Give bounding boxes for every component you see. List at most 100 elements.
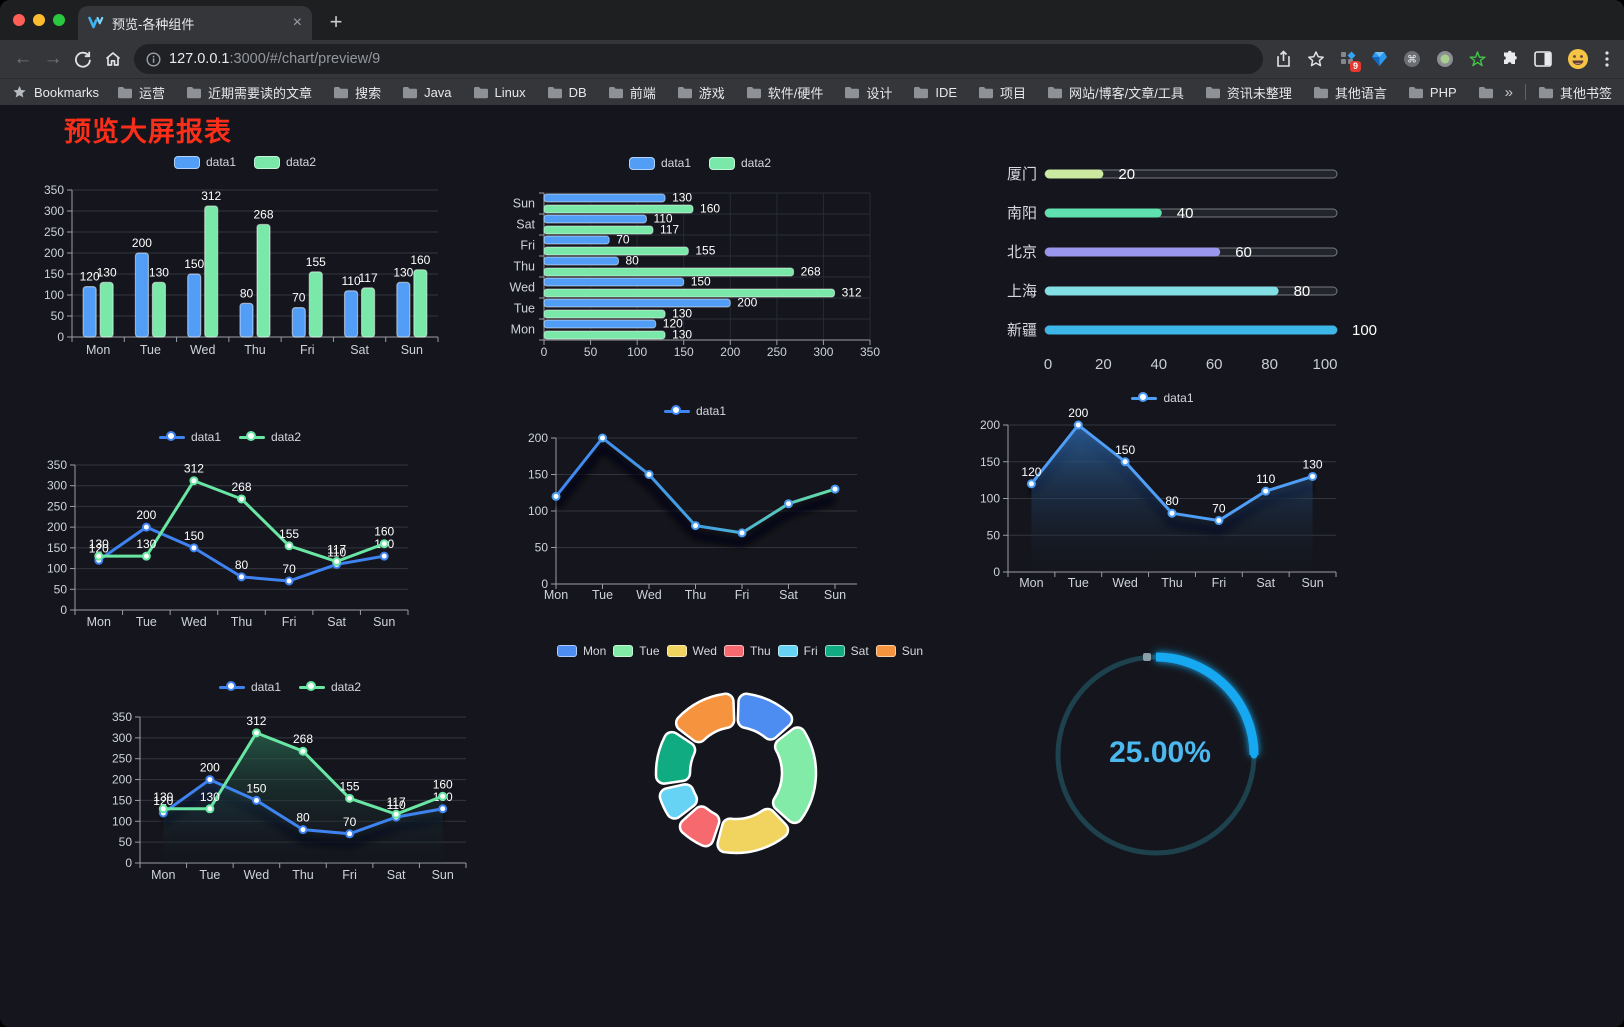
legend-item[interactable]: Fri [777,644,818,658]
bookmark-folder[interactable]: 运营 [117,83,165,102]
extension-star-icon[interactable] [1469,50,1486,68]
browser-tab[interactable]: 预览-各种组件 × [78,6,312,40]
legend-item[interactable]: data2 [709,156,771,170]
reload-icon[interactable] [68,50,98,68]
new-tab-button[interactable]: + [329,9,343,34]
gauge-value-label: 25.00% [1109,736,1211,769]
svg-text:117: 117 [660,223,679,237]
share-icon[interactable] [1275,50,1292,68]
legend-item[interactable]: data2 [299,680,361,694]
svg-text:160: 160 [410,253,430,267]
minimize-window-button[interactable] [33,14,45,26]
bookmark-folder[interactable]: PHP [1408,85,1457,100]
close-window-button[interactable] [13,14,25,26]
svg-text:300: 300 [47,479,67,493]
bookmark-folder[interactable]: Java [402,85,452,100]
svg-text:130: 130 [672,191,692,205]
legend-item[interactable]: Thu [723,644,771,658]
svg-text:100: 100 [528,504,548,518]
tab-close-button[interactable]: × [292,14,302,31]
svg-text:250: 250 [44,225,64,239]
legend-item[interactable]: Sat [824,644,869,658]
legend-item[interactable]: Tue [613,644,660,658]
svg-text:上海: 上海 [1007,283,1037,300]
svg-text:Fri: Fri [300,343,315,357]
svg-text:0: 0 [57,330,64,344]
bookmarks-overflow-chevron[interactable]: » [1504,83,1513,101]
extension-grid-icon[interactable]: 9 [1340,51,1361,72]
extension-command-icon[interactable]: ⌘ [1403,50,1421,68]
url-bar[interactable]: 127.0.0.1:3000/#/chart/preview/9 [134,44,1263,74]
legend-swatch [777,645,798,657]
svg-text:130: 130 [1303,457,1323,471]
extension-dot-icon[interactable] [1436,50,1454,68]
legend-item[interactable]: data1 [1131,391,1194,405]
legend-item[interactable]: data2 [254,155,316,169]
bookmark-folder[interactable]: 其他语言 [1313,83,1387,102]
svg-text:160: 160 [374,525,394,539]
legend-item[interactable]: data1 [173,155,236,169]
folder-icon [677,86,693,99]
svg-text:268: 268 [231,480,251,494]
svg-text:150: 150 [691,275,711,289]
svg-text:150: 150 [184,529,204,543]
svg-text:80: 80 [1261,356,1278,373]
svg-text:70: 70 [292,291,306,305]
forward-icon[interactable]: → [43,48,63,69]
site-info-icon[interactable] [146,51,161,67]
svg-text:厦门: 厦门 [1007,166,1037,183]
svg-text:150: 150 [674,345,694,359]
menu-kebab-icon[interactable] [1604,50,1610,68]
legend-item[interactable]: Mon [556,644,606,658]
bookmarks-star-icon[interactable] [12,85,27,100]
legend-item[interactable]: data1 [218,680,281,694]
bookmark-star-icon[interactable] [1307,50,1325,68]
home-icon[interactable] [98,50,128,68]
bookmark-folder[interactable]: IDE [913,85,957,100]
other-bookmarks-folder[interactable]: 其他书签 [1538,83,1612,102]
extension-gem-icon[interactable] [1371,51,1388,67]
tab-favicon [88,15,104,31]
legend-item[interactable]: data1 [158,430,221,444]
bookmark-folder[interactable]: 近期需要读的文章 [186,83,312,102]
legend-swatch [556,645,577,657]
bookmark-folder[interactable]: 软件/硬件 [746,83,823,102]
svg-text:150: 150 [184,257,204,271]
legend-item[interactable]: data2 [239,430,301,444]
legend-item[interactable]: data1 [628,156,691,170]
legend-item[interactable]: data1 [663,404,726,418]
extensions-puzzle-icon[interactable] [1501,50,1519,68]
bookmark-folder-label: 游戏 [698,85,725,101]
svg-text:70: 70 [616,233,630,247]
bookmark-folder[interactable]: 资讯未整理 [1205,83,1292,102]
bookmark-folder[interactable]: DB [547,85,587,100]
legend-item[interactable]: Sun [875,644,923,658]
svg-text:80: 80 [240,286,254,300]
svg-text:Wed: Wed [181,615,207,629]
bookmark-folder[interactable]: 文件服务器 [1478,83,1493,102]
chart-canvas: 厦门 20 南阳 40 北京 60 上海 80 新疆 100 0 20 40 60 80 100 [1007,166,1377,373]
legend-swatch [218,681,245,693]
zoom-window-button[interactable] [53,14,65,26]
svg-text:200: 200 [720,345,740,359]
bookmark-folder[interactable]: 前端 [608,83,656,102]
svg-text:Thu: Thu [1161,576,1183,590]
svg-text:80: 80 [235,558,249,572]
chart-canvas: 0 50 100 150 200 Mon Tue Wed Thu Fri Sat Sun 120 200 1… [980,406,1337,590]
tab-strip: 预览-各种组件 × + [0,0,1624,40]
bookmark-folder[interactable]: Linux [473,85,526,100]
back-icon[interactable]: ← [13,48,33,69]
bookmark-folder[interactable]: 设计 [844,83,892,102]
bookmarks-label[interactable]: Bookmarks [34,84,100,100]
svg-text:110: 110 [653,212,672,226]
profile-emoji-icon[interactable] [1567,48,1589,70]
url-host: 127.0.0.1 [169,51,230,67]
bookmark-folder[interactable]: 游戏 [677,83,725,102]
bookmark-folder[interactable]: 搜索 [333,83,381,102]
bookmark-folder[interactable]: 网站/博客/文章/工具 [1047,83,1184,102]
bookmark-folder[interactable]: 项目 [978,83,1026,102]
side-panel-icon[interactable] [1534,51,1552,67]
svg-text:100: 100 [44,288,64,302]
legend-item[interactable]: Wed [666,644,717,658]
svg-text:40: 40 [1150,356,1167,373]
